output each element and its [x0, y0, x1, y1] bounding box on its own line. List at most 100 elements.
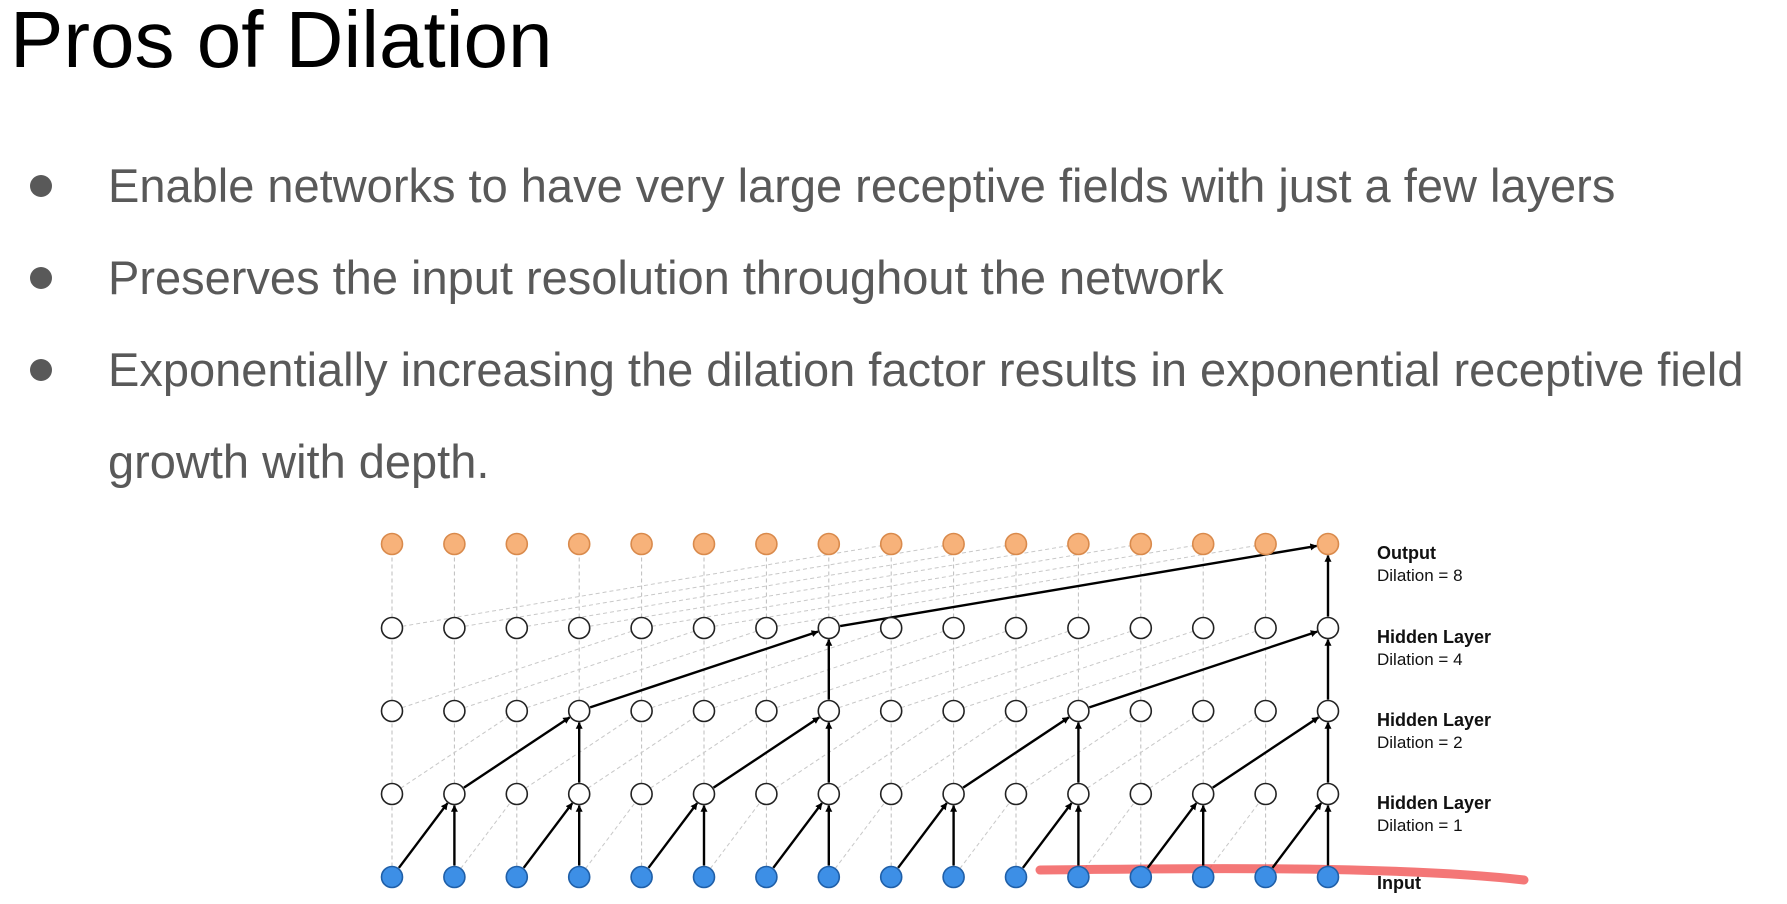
hidden-node — [1191, 699, 1215, 723]
output-node — [692, 532, 716, 556]
input-node — [942, 865, 965, 889]
receptive-field-arrow — [589, 630, 819, 709]
hidden-node — [817, 699, 841, 723]
hidden-node — [567, 699, 591, 723]
faint-diagonal-link — [838, 630, 1069, 709]
output-node — [755, 532, 778, 556]
output-node — [942, 532, 965, 556]
hidden-node — [942, 616, 965, 640]
input-node — [692, 865, 716, 889]
hidden-node — [443, 782, 466, 806]
faint-diagonal-link — [837, 716, 946, 789]
output-node — [1191, 532, 1215, 556]
layer-labels: Output Dilation = 8 Hidden Layer Dilatio… — [1377, 543, 1491, 893]
hidden-node — [1316, 699, 1340, 723]
output-node — [1316, 532, 1340, 556]
input-node — [1191, 865, 1215, 889]
hidden-node — [567, 616, 591, 640]
receptive-field-arrow — [647, 802, 699, 869]
input-node — [443, 865, 466, 889]
receptive-field-arrow — [1021, 802, 1073, 869]
bullet-item: Exponentially increasing the dilation fa… — [0, 324, 1787, 508]
input-node — [1316, 865, 1340, 889]
layer-dilation-hidden-1: Dilation = 1 — [1377, 816, 1463, 835]
hidden-node — [817, 616, 841, 640]
hidden-node — [755, 616, 778, 640]
hidden-node — [1067, 699, 1090, 723]
bullet-text: Preserves the input resolution throughou… — [108, 251, 1224, 304]
faint-diagonal-link — [464, 630, 695, 709]
output-node — [380, 532, 404, 556]
input-node — [1129, 865, 1153, 889]
hidden-node — [1129, 699, 1153, 723]
layer-label-hidden-2: Hidden Layer — [1377, 710, 1491, 730]
input-node — [380, 865, 404, 889]
hidden-node — [1004, 616, 1028, 640]
faint-diagonal-link — [901, 630, 1131, 709]
output-node — [1254, 532, 1277, 556]
hidden-node — [505, 616, 529, 640]
hidden-node — [692, 699, 716, 723]
receptive-field-arrow — [522, 802, 574, 869]
hidden-node — [817, 782, 841, 806]
hidden-node — [1254, 782, 1277, 806]
faint-diagonal-link — [464, 545, 944, 627]
faint-diagonal-link — [959, 802, 1011, 869]
faint-diagonal-link — [400, 716, 509, 789]
faint-diagonal-link — [776, 545, 1256, 627]
input-node — [817, 865, 841, 889]
faint-connections — [391, 545, 1329, 869]
bullet-dot-icon — [30, 175, 52, 197]
hidden-node — [443, 616, 466, 640]
output-node — [879, 532, 903, 556]
faint-diagonal-link — [651, 630, 882, 709]
hidden-node — [1004, 782, 1028, 806]
output-node — [1067, 532, 1090, 556]
input-node — [755, 865, 778, 889]
bullet-item: Preserves the input resolution throughou… — [0, 232, 1787, 324]
input-highlight-stroke — [1035, 864, 1529, 885]
hidden-node — [1067, 782, 1090, 806]
faint-diagonal-link — [1086, 716, 1195, 789]
hidden-node — [942, 782, 965, 806]
hidden-node — [630, 699, 653, 723]
hidden-node — [692, 782, 716, 806]
hidden-node — [879, 699, 903, 723]
hidden-node — [879, 782, 903, 806]
input-node — [567, 865, 591, 889]
input-highlight-stroke — [1035, 864, 1529, 885]
bullet-text: Exponentially increasing the dilation fa… — [108, 343, 1744, 488]
faint-diagonal-link — [1084, 802, 1135, 869]
bullet-dot-icon — [30, 267, 52, 289]
faint-diagonal-link — [714, 545, 1193, 627]
output-node — [1004, 532, 1028, 556]
hidden-node — [630, 782, 653, 806]
hidden-node — [1191, 782, 1215, 806]
hidden-node — [567, 782, 591, 806]
faint-diagonal-link — [460, 802, 511, 869]
layer-dilation-output: Dilation = 8 — [1377, 566, 1463, 585]
hidden-node — [1191, 616, 1215, 640]
hidden-node — [380, 616, 404, 640]
hidden-node — [755, 699, 778, 723]
output-node — [567, 532, 591, 556]
hidden-node — [692, 616, 716, 640]
hidden-node — [443, 699, 466, 723]
receptive-field-arrow — [839, 543, 1318, 628]
hidden-node — [380, 699, 404, 723]
output-node — [817, 532, 841, 556]
hidden-node — [505, 782, 529, 806]
receptive-field-arrow — [962, 716, 1070, 789]
faint-diagonal-link — [526, 630, 757, 709]
faint-diagonal-link — [527, 545, 1006, 627]
bullet-dot-icon — [30, 359, 52, 381]
layer-label-hidden-4: Hidden Layer — [1377, 627, 1491, 647]
faint-diagonal-link — [587, 716, 696, 789]
faint-diagonal-link — [776, 630, 1007, 709]
receptive-field-arrow — [772, 802, 823, 869]
output-node — [630, 532, 653, 556]
bullet-list: Enable networks to have very large recep… — [0, 140, 1787, 508]
layer-dilation-hidden-2: Dilation = 2 — [1377, 733, 1463, 752]
faint-diagonal-link — [834, 802, 886, 869]
